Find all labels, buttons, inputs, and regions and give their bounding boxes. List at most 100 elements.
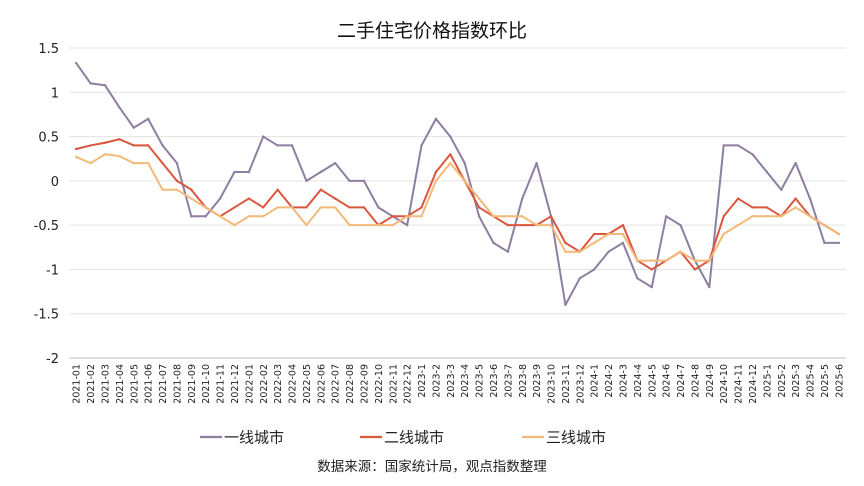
x-tick-label: 2021-04	[115, 364, 126, 404]
y-axis: 1.5 1 0.5 0 -0.5 -1 -1.5 -2	[34, 42, 59, 367]
series-line-2	[75, 138, 840, 271]
data-point	[521, 197, 524, 200]
data-point	[679, 223, 682, 227]
data-point	[736, 144, 740, 147]
data-point	[233, 170, 236, 174]
legend-label: 二线城市	[384, 429, 444, 447]
data-point	[391, 223, 394, 227]
data-point	[621, 241, 625, 245]
data-point	[362, 179, 366, 183]
x-tick-label: 2023-4	[460, 364, 471, 398]
data-point	[535, 223, 538, 227]
data-point	[708, 285, 711, 289]
x-tick-label: 2021-11	[216, 364, 227, 404]
data-point	[794, 161, 797, 165]
series-line-1	[75, 62, 840, 306]
data-point	[521, 215, 524, 218]
x-tick-label: 2023-7	[503, 364, 514, 398]
data-point	[319, 188, 323, 191]
x-tick-label: 2023-9	[532, 364, 543, 398]
x-tick-label: 2022-12	[403, 364, 414, 404]
data-point	[262, 135, 265, 138]
data-point	[103, 141, 107, 144]
data-point	[492, 241, 495, 245]
data-point	[592, 268, 596, 271]
x-tick-label: 2024-3	[618, 364, 629, 398]
data-point	[74, 155, 78, 159]
legend-item-2: 二线城市	[360, 429, 444, 447]
data-point	[751, 153, 754, 156]
data-point	[161, 188, 164, 191]
data-point	[664, 215, 668, 218]
x-tick-label: 2024-11	[734, 364, 745, 404]
data-point	[89, 82, 92, 85]
data-point	[751, 215, 754, 218]
data-point	[377, 223, 380, 227]
data-point	[103, 153, 107, 156]
data-point	[305, 206, 308, 209]
data-point	[780, 188, 783, 191]
data-point	[333, 206, 337, 209]
gridlines	[69, 47, 846, 359]
data-point	[434, 179, 438, 183]
data-point	[736, 197, 740, 200]
x-tick-label: 2022-08	[345, 364, 356, 404]
x-tick-label: 2023-8	[518, 364, 529, 398]
x-tick-label: 2024-1	[590, 364, 601, 398]
legend-label: 三线城市	[546, 429, 606, 447]
data-point	[506, 215, 510, 218]
x-tick-label: 2023-3	[446, 364, 457, 398]
data-point	[362, 223, 366, 227]
data-point	[103, 84, 107, 87]
data-point	[74, 61, 78, 65]
data-point	[578, 250, 582, 253]
x-tick-label: 2023-6	[489, 364, 500, 398]
x-tick-label: 2024-6	[662, 364, 673, 398]
y-tick-label: 1	[51, 86, 59, 101]
data-point	[837, 241, 841, 245]
data-point	[204, 215, 207, 218]
data-point	[535, 161, 538, 165]
y-tick-label: 1.5	[38, 42, 59, 57]
x-tick-label: 2025-4	[806, 364, 817, 398]
data-point	[449, 161, 452, 165]
data-point	[564, 241, 567, 245]
x-tick-label: 2022-04	[288, 364, 299, 404]
data-point	[506, 250, 510, 253]
data-point	[592, 241, 596, 245]
data-point	[377, 206, 380, 209]
y-tick-label: -0.5	[34, 219, 59, 234]
data-point	[262, 206, 265, 209]
y-tick-label: -1	[46, 263, 59, 278]
legend: 一线城市 二线城市 三线城市	[200, 429, 606, 447]
x-tick-label: 2021-05	[129, 364, 140, 404]
data-point	[449, 135, 452, 138]
data-point	[578, 277, 582, 280]
data-point	[262, 215, 265, 218]
x-tick-label: 2021-09	[187, 364, 198, 404]
x-tick-label: 2022-01	[244, 364, 255, 404]
data-point	[463, 161, 466, 165]
x-tick-label: 2022-11	[388, 364, 399, 404]
data-point	[362, 206, 366, 209]
x-tick-label: 2024-10	[719, 364, 730, 404]
data-point	[233, 206, 236, 209]
x-tick-label: 2022-02	[259, 364, 270, 404]
data-point	[823, 223, 826, 227]
data-point	[521, 223, 524, 227]
data-point	[175, 161, 179, 165]
data-point	[290, 206, 294, 209]
data-point	[305, 179, 308, 183]
legend-item-3: 三线城市	[522, 429, 606, 447]
x-tick-label: 2023-12	[575, 364, 586, 404]
y-tick-label: 0	[51, 175, 59, 190]
x-tick-label: 2024-12	[748, 364, 759, 404]
data-point	[333, 161, 337, 165]
data-point	[607, 232, 610, 236]
data-point	[89, 144, 92, 147]
data-point	[247, 197, 251, 200]
legend-label: 一线城市	[224, 429, 284, 447]
data-point	[405, 215, 409, 218]
data-point	[190, 215, 193, 218]
data-point	[190, 188, 193, 191]
